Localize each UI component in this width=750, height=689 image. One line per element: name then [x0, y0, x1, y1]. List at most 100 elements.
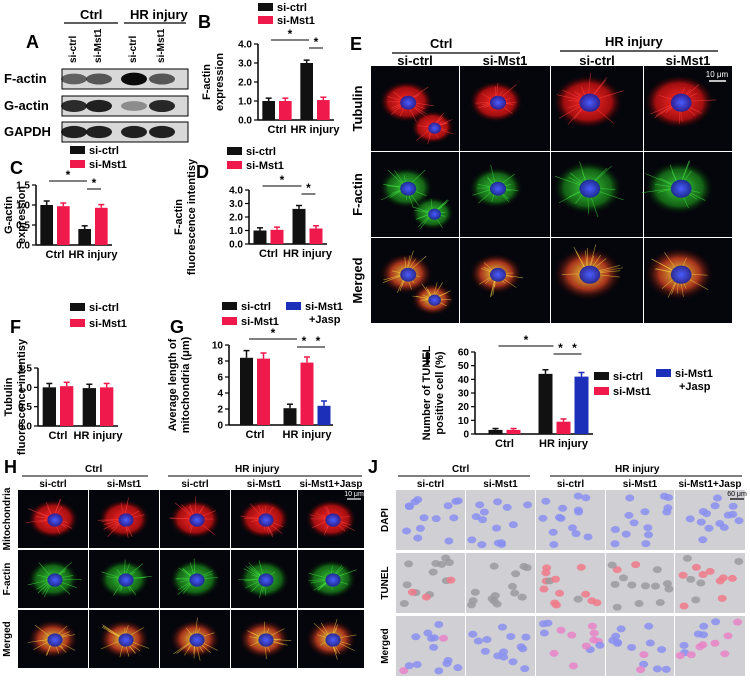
legend-label: si-ctrl [277, 2, 307, 14]
micro-j: Ctrl HR injury si-ctrl si-Mst1 si-ctrl si-Mst… [380, 464, 747, 676]
y-tick-label: 0.0 [18, 422, 32, 433]
nucleus [400, 181, 417, 196]
j-cell [496, 539, 506, 547]
wb-band [61, 100, 87, 112]
j-cell [539, 629, 549, 637]
j-cell [407, 588, 417, 596]
bar [292, 208, 306, 244]
j-cell [555, 589, 565, 597]
wb-band [149, 99, 175, 113]
h-col-label: si-ctrl [181, 479, 208, 490]
j-cell [636, 666, 646, 674]
panel-label-a: A [26, 32, 39, 52]
legend-label: si-Mst1 [246, 160, 284, 172]
y-axis-label: expression [16, 186, 28, 244]
x-tick-label: Ctrl [46, 249, 65, 261]
chart-c: 0.0 0.5 1.0 1.5G-actin expression Ctrl HR inju… [3, 145, 127, 261]
j-cell [470, 588, 480, 596]
sig-star: * [288, 27, 293, 41]
sig-star: * [92, 176, 97, 190]
legend-label: si-ctrl [246, 146, 276, 158]
j-cell [616, 625, 626, 633]
y-tick-label: 1.5 [18, 364, 32, 375]
j-cell [662, 580, 672, 588]
panel-label-d: D [196, 162, 209, 182]
nucleus [325, 513, 341, 527]
bar [300, 63, 313, 120]
j-cell [618, 574, 628, 582]
bar [574, 376, 589, 434]
y-axis-label: fluorescence intentisy [16, 338, 28, 455]
x-tick-label: HR injury [69, 249, 119, 261]
y-tick-label: 3.0 [238, 59, 252, 70]
j-cell [661, 665, 671, 673]
j-cell [629, 519, 639, 527]
bar [270, 229, 284, 244]
j-cell [581, 494, 591, 502]
j-cell [551, 575, 561, 583]
e-scale-label: 10 μm [706, 70, 729, 79]
nucleus [670, 179, 692, 198]
y-axis-label: Tubulin [3, 377, 15, 416]
j-cell [682, 554, 692, 562]
x-tick-label: HR injury [291, 124, 341, 136]
j-cell [567, 631, 577, 639]
y-axis-label: fluorescence intentisy [186, 158, 198, 275]
nucleus [400, 267, 417, 282]
j-scale-label: 60 μm [727, 491, 747, 498]
j-image-tile [606, 490, 674, 550]
j-cell [644, 531, 654, 539]
j-cell [404, 560, 414, 568]
j-cell [508, 658, 518, 666]
j-cell [539, 585, 549, 593]
j-cell [415, 524, 425, 532]
sig-star: * [558, 341, 563, 355]
nucleus [490, 95, 506, 110]
j-cell [610, 526, 620, 534]
x-tick-label: Ctrl [268, 124, 287, 136]
j-cell [541, 569, 551, 577]
wb-row-label: GAPDH [4, 124, 51, 139]
j-cell [723, 632, 733, 640]
nucleus [428, 294, 441, 306]
nucleus [47, 513, 63, 527]
legend-swatch [70, 319, 85, 327]
j-row-label: TUNEL [380, 566, 391, 599]
nucleus [189, 573, 205, 587]
panel-label-b: B [198, 12, 211, 32]
j-cell [404, 662, 414, 670]
wb-lane-labels: si-ctrl si-Mst1 si-ctrl si-Mst1 [68, 28, 167, 63]
j-cell [686, 575, 696, 583]
j-cell [652, 665, 662, 673]
bar [100, 387, 114, 426]
legend-label: si-Mst1 [89, 159, 127, 171]
h-col-label: si-ctrl [39, 479, 66, 490]
j-cell [480, 647, 490, 655]
j-cell [679, 641, 689, 649]
j-cell [583, 533, 593, 541]
j-cell [568, 662, 578, 670]
legend-label: si-ctrl [241, 301, 271, 313]
e-row-label: Merged [350, 257, 365, 303]
j-cell [573, 492, 583, 500]
j-cell [521, 633, 531, 641]
y-tick-label: 0.0 [238, 116, 252, 127]
j-cell [696, 579, 706, 587]
nucleus [579, 179, 601, 198]
j-cell [443, 657, 453, 665]
y-tick-label: 2.0 [229, 213, 243, 224]
legend-label: si-Mst1 [277, 15, 315, 27]
j-cell [612, 603, 622, 611]
j-cell [449, 514, 459, 522]
j-cell [489, 597, 499, 605]
j-cell [634, 600, 644, 608]
j-cell [508, 582, 518, 590]
j-cell [473, 637, 483, 645]
j-cell [428, 568, 438, 576]
legend-swatch [286, 302, 301, 310]
j-cell [610, 540, 620, 548]
j-cell [686, 651, 696, 659]
wb-band [86, 99, 112, 113]
legend-swatch [70, 303, 85, 311]
legend-label: si-Mst1 [89, 318, 127, 330]
